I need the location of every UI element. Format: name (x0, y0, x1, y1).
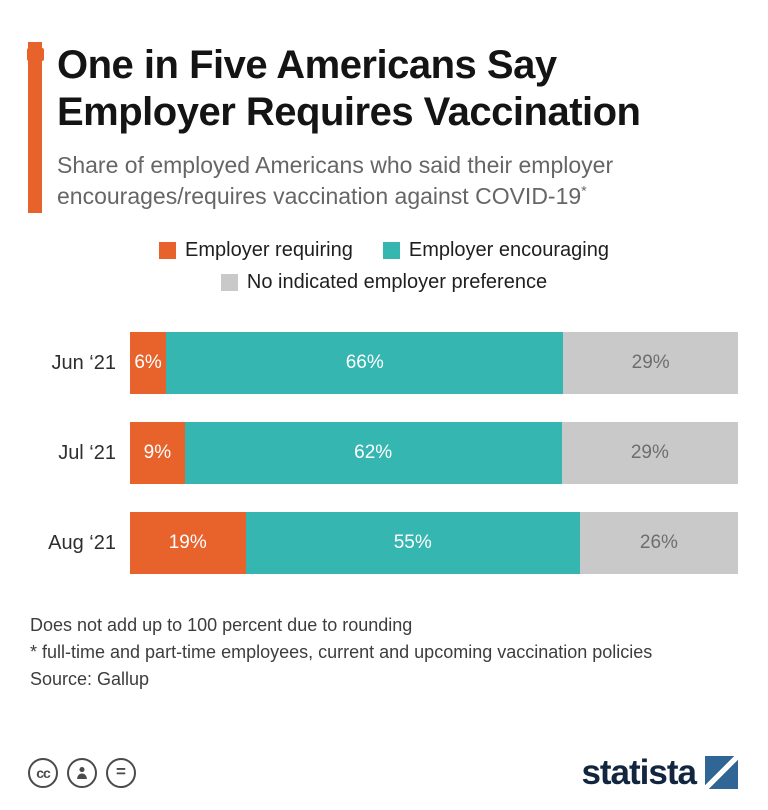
bar-segment: 55% (245, 512, 580, 575)
footnote-rounding: Does not add up to 100 percent due to ro… (30, 615, 413, 636)
infographic-page: One in Five Americans Say Employer Requi… (0, 42, 768, 810)
bar-row: Jul ‘21 9% 62% 29% (30, 422, 738, 485)
header: One in Five Americans Say Employer Requi… (28, 42, 738, 214)
bar-segment: 9% (130, 422, 185, 485)
header-text: One in Five Americans Say Employer Requi… (57, 42, 738, 213)
bar-row: Jun ‘21 6% 66% 29% (30, 332, 738, 395)
chart-title-line1: One in Five Americans Say (57, 43, 557, 87)
title-accent-bar (28, 42, 42, 214)
person-icon (77, 766, 87, 779)
category-label: Aug ‘21 (48, 531, 116, 554)
legend-item: Employer requiring (159, 239, 353, 262)
legend-swatch (382, 242, 400, 260)
statista-logo-square (705, 756, 738, 789)
bar-row: Aug ‘21 19% 55% 26% (30, 512, 738, 575)
legend-label: Employer requiring (185, 239, 353, 262)
legend: Employer requiring Employer encouraging No… (114, 239, 654, 294)
equals-icon[interactable]: = (106, 757, 136, 788)
source-line: Source: Gallup (30, 669, 150, 690)
legend-swatch (159, 242, 176, 260)
bar-segment: 62% (184, 422, 562, 485)
stacked-bar-chart: Jun ‘21 6% 66% 29% Jul ‘21 9% 62% 29% Aug ‘21 19%… (30, 332, 738, 575)
cc-icon[interactable]: cc (28, 757, 58, 788)
legend-swatch (220, 274, 238, 292)
bar-segment: 29% (563, 332, 738, 395)
bar-track: 6% 66% 29% (130, 332, 738, 395)
footnote-asterisk: * full-time and part-time employees, cur… (30, 642, 653, 663)
category-label: Jun ‘21 (51, 351, 117, 374)
corner-mark (27, 48, 44, 61)
statista-wordmark: statista (581, 753, 697, 792)
legend-item: No indicated employer preference (220, 271, 548, 294)
footnotes: Does not add up to 100 percent due to ro… (30, 612, 738, 693)
legend-item: Employer encouraging (382, 239, 609, 262)
equals-glyph: = (116, 762, 126, 781)
bar-track: 19% 55% 26% (130, 512, 738, 575)
category-label: Jul ‘21 (58, 441, 116, 464)
chart-title: One in Five Americans Say Employer Requi… (57, 42, 738, 136)
legend-label: Employer encouraging (408, 239, 609, 262)
bar-segment: 6% (130, 332, 167, 395)
bar-segment: 26% (579, 512, 738, 575)
footnote-marker: * (581, 183, 587, 200)
chart-title-line2: Employer Requires Vaccination (57, 89, 641, 134)
bar-track: 9% 62% 29% (130, 422, 738, 485)
legend-label: No indicated employer preference (246, 271, 548, 294)
bottom-bar: cc = statista (28, 755, 738, 790)
bar-segment: 66% (166, 332, 564, 395)
bar-segment: 19% (130, 512, 246, 575)
statista-logo[interactable]: statista (581, 755, 738, 790)
chart-subtitle-line1: Share of employed Americans who said the… (57, 151, 614, 178)
attribution-person-icon[interactable] (67, 757, 97, 788)
bar-segment: 29% (561, 422, 738, 485)
chart-subtitle-line2: encourages/requires vaccination against … (57, 183, 582, 210)
license-icons: cc = (28, 757, 136, 788)
chart-subtitle: Share of employed Americans who said the… (57, 150, 738, 213)
